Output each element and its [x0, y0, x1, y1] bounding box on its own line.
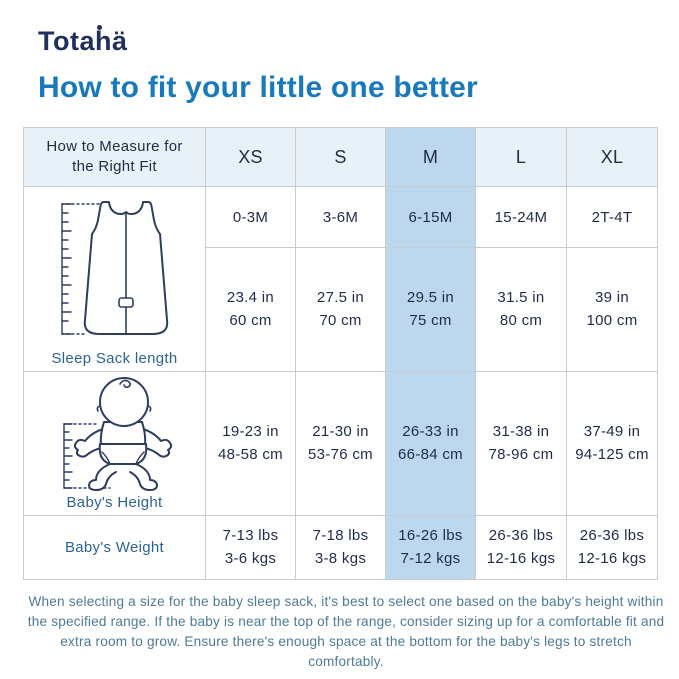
baby-illustration [62, 377, 172, 491]
ruler-icon [62, 423, 111, 489]
size-header-m: M [385, 127, 476, 187]
age-xl: 2T-4T [566, 186, 658, 248]
logo-dot-decoration [96, 25, 102, 30]
size-header-l: L [475, 127, 567, 187]
height-xl: 37-49 in 94-125 cm [566, 371, 658, 516]
length-s: 27.5 in 70 cm [295, 247, 386, 372]
height-m: 26-33 in 66-84 cm [385, 371, 476, 516]
row-label-babys-height: Baby's Height [66, 494, 163, 511]
size-header-s: S [295, 127, 386, 187]
row-label-sleep-sack-length: Sleep Sack length [51, 350, 178, 367]
baby-right-arm [138, 427, 172, 458]
babys-weight-cell: Baby's Weight [23, 515, 206, 580]
size-header-xs: XS [205, 127, 296, 187]
height-s: 21-30 in 53-76 cm [295, 371, 386, 516]
age-xs: 0-3M [205, 186, 296, 248]
brand-logo-text: Totahä [38, 26, 128, 56]
length-xl: 39 in 100 cm [566, 247, 658, 372]
height-l: 31-38 in 78-96 cm [475, 371, 567, 516]
corner-header: How to Measure for the Right Fit [23, 127, 206, 187]
baby-ear-right [146, 405, 151, 412]
baby-left-arm [73, 427, 107, 458]
babys-height-cell: Baby's Height [23, 371, 206, 516]
page-title: How to fit your little one better [38, 71, 478, 104]
size-header-xl: XL [566, 127, 658, 187]
baby-diaper [98, 443, 147, 465]
height-row: Baby's Height 19-23 in 48-58 cm 21-30 in… [23, 371, 658, 516]
age-l: 15-24M [475, 186, 567, 248]
weight-l: 26-36 lbs 12-16 kgs [475, 515, 567, 580]
sleep-sack-illustration [60, 201, 168, 335]
ruler-icon [60, 203, 105, 335]
weight-xs: 7-13 lbs 3-6 kgs [205, 515, 296, 580]
baby-illustration-wrap: Baby's Height [24, 372, 205, 515]
length-m: 29.5 in 75 cm [385, 247, 476, 372]
weight-s: 7-18 lbs 3-8 kgs [295, 515, 386, 580]
size-chart-table: How to Measure for the Right Fit XS S M … [23, 127, 658, 580]
row-label-babys-weight: Baby's Weight [64, 539, 165, 556]
age-m: 6-15M [385, 186, 476, 248]
weight-m: 16-26 lbs 7-12 kgs [385, 515, 476, 580]
baby-right-leg [128, 463, 158, 491]
baby-ear-left [96, 405, 101, 412]
weight-row: Baby's Weight 7-13 lbs 3-6 kgs 7-18 lbs … [23, 515, 658, 580]
zipper-pull [117, 297, 134, 308]
sleep-sack-length-cell: Sleep Sack length [23, 186, 206, 372]
length-row: 23.4 in 60 cm 27.5 in 70 cm 29.5 in 75 c… [24, 247, 658, 372]
header-row: How to Measure for the Right Fit XS S M … [23, 127, 658, 187]
height-xs: 19-23 in 48-58 cm [205, 371, 296, 516]
sleep-sack-illustration-wrap: Sleep Sack length [24, 187, 205, 371]
length-l: 31.5 in 80 cm [475, 247, 567, 372]
baby-head [98, 377, 149, 427]
weight-xl: 26-36 lbs 12-16 kgs [566, 515, 658, 580]
brand-logo: Totahä [38, 25, 128, 57]
baby-hair-curl [118, 379, 131, 389]
sizing-advice-note: When selecting a size for the baby sleep… [27, 594, 665, 669]
age-row: Sleep Sack length 0-3M 3-6M 6-15M 15-24M… [23, 186, 658, 372]
baby-left-leg [87, 463, 117, 491]
length-xs: 23.4 in 60 cm [205, 247, 296, 372]
age-s: 3-6M [295, 186, 386, 248]
